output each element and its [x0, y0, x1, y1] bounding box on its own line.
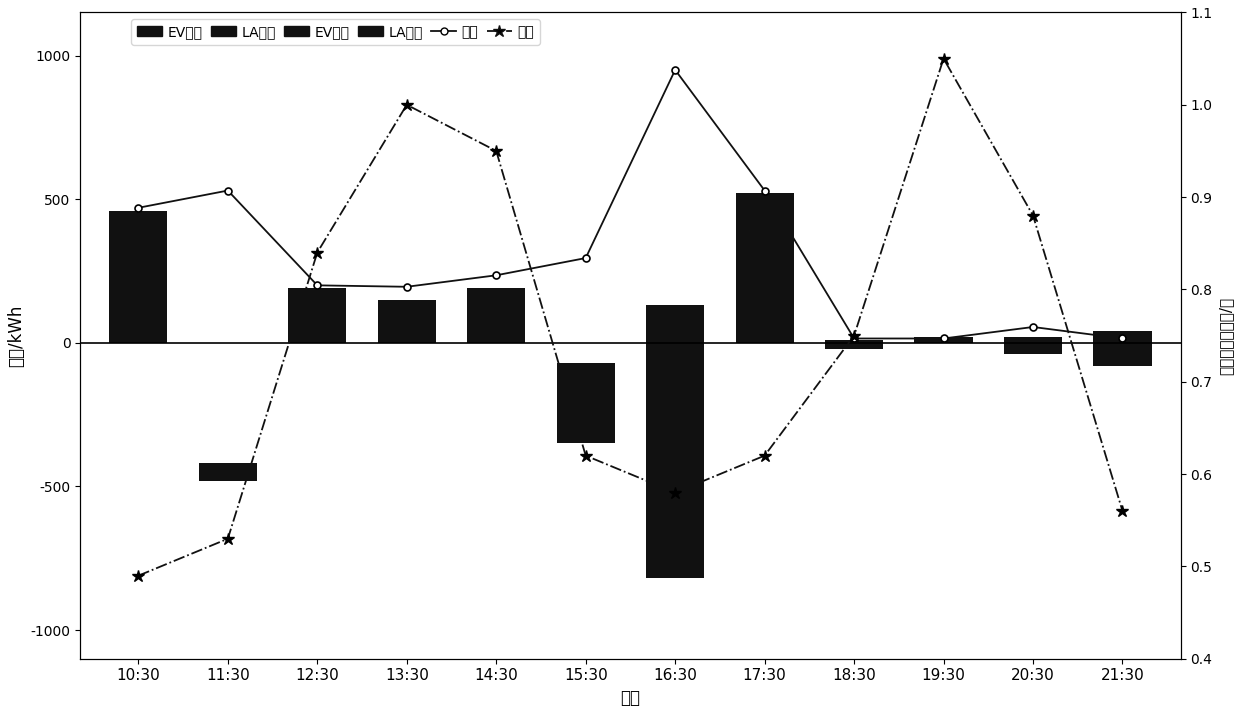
Bar	[467, 288, 526, 343]
Bar	[557, 363, 615, 443]
Bar	[646, 306, 704, 578]
Bar	[1004, 337, 1063, 354]
Bar	[378, 300, 435, 343]
Bar	[288, 288, 346, 343]
Y-axis label: 电量/kWh: 电量/kWh	[7, 304, 25, 367]
Legend: EV充电, LA儲电, EV放电, LA购电, 负荷, 电价: EV充电, LA儲电, EV放电, LA购电, 负荷, 电价	[131, 19, 539, 44]
Bar	[1094, 331, 1152, 366]
Bar	[109, 211, 167, 343]
Bar	[825, 340, 883, 348]
Bar	[198, 463, 257, 481]
Bar	[914, 337, 972, 343]
Bar	[735, 193, 794, 343]
X-axis label: 时间: 时间	[620, 689, 640, 707]
Y-axis label: 聚合商电商电价/元: 聚合商电商电价/元	[1218, 296, 1233, 375]
